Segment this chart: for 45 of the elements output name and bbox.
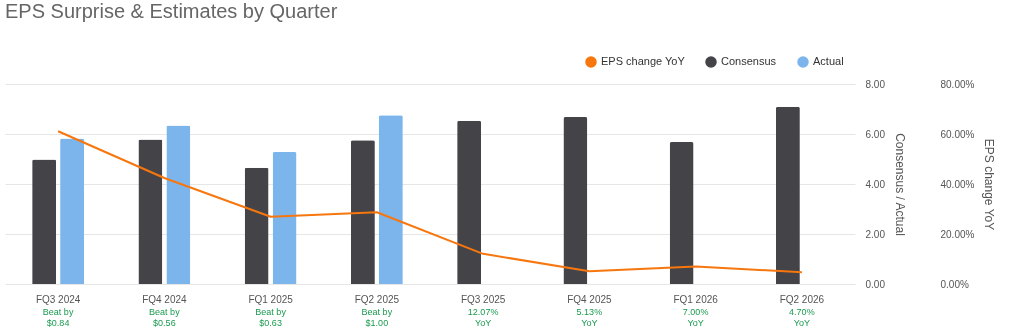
text: 12.07% YoY bbox=[467, 307, 499, 328]
y-tick-label: 4.00 bbox=[865, 178, 886, 190]
legend-label: Consensus bbox=[721, 55, 777, 67]
chart-title: EPS Surprise & Estimates by Quarter bbox=[5, 0, 338, 22]
y2-tick-label: 60.00% bbox=[940, 128, 975, 140]
bar bbox=[563, 117, 588, 284]
bar bbox=[244, 167, 269, 284]
x-tick-label: FQ4 2025 bbox=[567, 293, 613, 305]
text: Beat by $0.84 bbox=[42, 307, 74, 328]
y-tick-label: 6.00 bbox=[865, 128, 886, 140]
bar bbox=[32, 159, 57, 284]
line-series bbox=[57, 130, 803, 274]
text: Beat by $1.00 bbox=[361, 307, 393, 328]
bar bbox=[378, 115, 403, 284]
y2-tick-label: 40.00% bbox=[940, 178, 975, 190]
y2-axis-title: EPS change YoY bbox=[982, 138, 997, 231]
y2-tick-label: 0.00% bbox=[940, 278, 969, 290]
x-tick-label: FQ2 2026 bbox=[779, 293, 825, 305]
x-tick-label: FQ1 2025 bbox=[248, 293, 294, 305]
bar bbox=[166, 125, 191, 284]
bar bbox=[272, 152, 297, 284]
bar bbox=[350, 140, 375, 284]
text: Beat by $0.63 bbox=[255, 307, 287, 328]
bar bbox=[60, 138, 85, 284]
bar bbox=[457, 120, 482, 284]
y-tick-label: 8.00 bbox=[865, 78, 886, 90]
text: 4.70% YoY bbox=[789, 307, 815, 328]
bar bbox=[775, 106, 800, 284]
bar bbox=[138, 139, 163, 284]
legend-label: Actual bbox=[813, 55, 844, 67]
y2-tick-label: 20.00% bbox=[940, 228, 975, 240]
y-tick-label: 0.00 bbox=[865, 278, 886, 290]
y2-tick-label: 80.00% bbox=[940, 78, 975, 90]
bar bbox=[669, 142, 694, 284]
x-tick-label: FQ4 2024 bbox=[142, 293, 188, 305]
x-tick-label: FQ3 2024 bbox=[35, 293, 81, 305]
x-tick-label: FQ2 2025 bbox=[354, 293, 400, 305]
text: 5.13% YoY bbox=[576, 307, 603, 328]
legend-label: EPS change YoY bbox=[601, 55, 686, 67]
y-tick-label: 2.00 bbox=[865, 228, 886, 240]
text: Beat by $0.56 bbox=[149, 307, 181, 328]
x-tick-label: FQ3 2025 bbox=[460, 293, 506, 305]
y-axis-title: Consensus / Actual bbox=[892, 133, 907, 236]
text: 7.00% YoY bbox=[682, 307, 709, 328]
x-tick-label: FQ1 2026 bbox=[673, 293, 719, 305]
